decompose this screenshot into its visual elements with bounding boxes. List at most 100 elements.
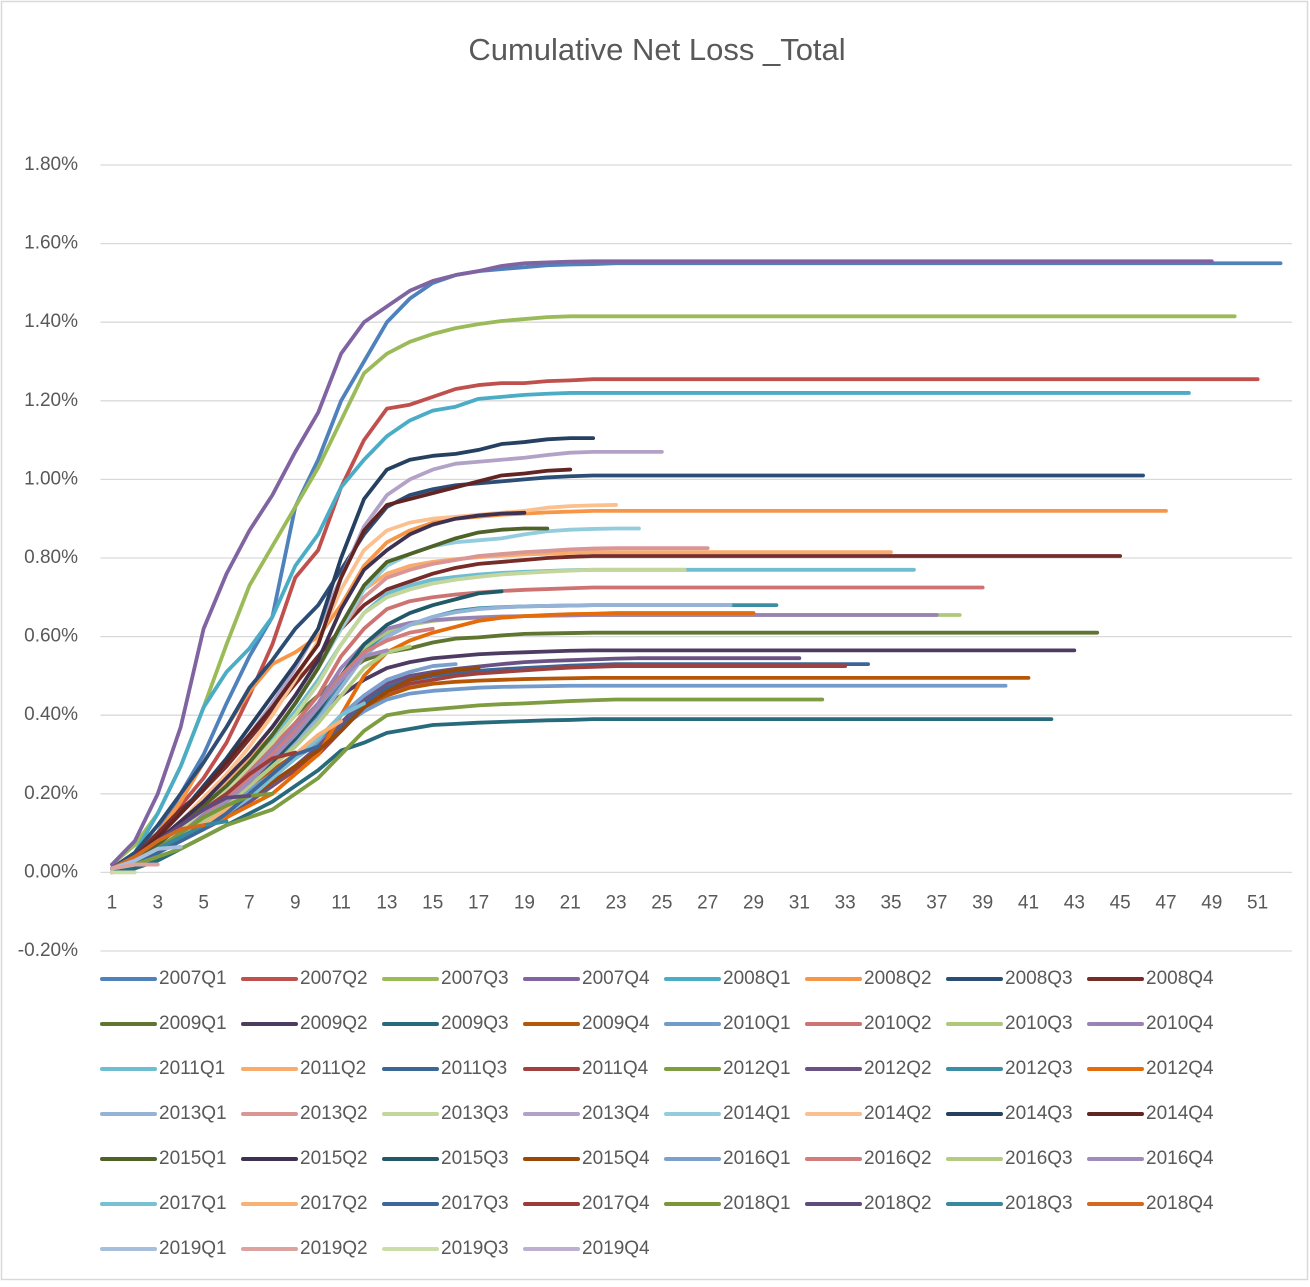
series-line	[110, 862, 160, 871]
legend: 2007Q1 2007Q2 2007Q3 2007Q4 2008Q1 2008Q2 2008…	[100, 968, 1214, 1259]
series-line	[110, 697, 825, 871]
series-line	[110, 503, 618, 871]
legend-label: 2007Q4	[582, 968, 650, 989]
x-tick-label: 35	[880, 892, 901, 913]
series-line	[110, 823, 206, 871]
legend-label: 2012Q1	[723, 1058, 791, 1079]
series-line	[110, 508, 1168, 871]
x-tick-label: 25	[651, 892, 672, 913]
legend-label: 2012Q4	[1146, 1058, 1214, 1079]
y-tick-label: 1.00%	[24, 468, 78, 489]
x-tick-label: 43	[1064, 892, 1085, 913]
series-line	[110, 675, 1031, 871]
x-tick-label: 51	[1247, 892, 1268, 913]
x-tick-label: 9	[290, 892, 301, 913]
series-line	[110, 473, 1145, 871]
x-tick-label: 19	[514, 892, 535, 913]
legend-label: 2019Q1	[159, 1238, 227, 1259]
y-tick-label: 0.60%	[24, 626, 78, 647]
legend-label: 2010Q2	[864, 1013, 932, 1034]
x-tick-label: 5	[198, 892, 209, 913]
x-tick-label: 13	[376, 892, 397, 913]
y-tick-label: 1.40%	[24, 311, 78, 332]
legend-label: 2016Q2	[864, 1148, 932, 1169]
legend-label: 2015Q3	[441, 1148, 509, 1169]
y-tick-label: 0.20%	[24, 783, 78, 804]
x-tick-label: 45	[1110, 892, 1131, 913]
series-lines	[110, 259, 1283, 875]
legend-label: 2011Q3	[441, 1058, 507, 1079]
series-line	[110, 314, 1237, 867]
series-line	[110, 844, 183, 871]
legend-label: 2017Q1	[159, 1193, 227, 1214]
x-tick-label: 11	[331, 892, 351, 913]
x-tick-label: 1	[107, 892, 118, 913]
legend-label: 2011Q4	[582, 1058, 649, 1079]
series-line	[110, 467, 573, 871]
legend-label: 2011Q1	[159, 1058, 225, 1079]
legend-label: 2015Q2	[300, 1148, 368, 1169]
legend-label: 2018Q1	[723, 1193, 791, 1214]
legend-label: 2010Q4	[1146, 1013, 1214, 1034]
legend-label: 2015Q4	[582, 1148, 650, 1169]
series-line	[110, 717, 1054, 875]
legend-label: 2013Q3	[441, 1103, 509, 1124]
legend-label: 2016Q4	[1146, 1148, 1214, 1169]
legend-label: 2013Q1	[159, 1103, 227, 1124]
y-tick-label: 0.00%	[24, 861, 78, 882]
y-tick-label: 0.80%	[24, 547, 78, 568]
legend-label: 2007Q1	[159, 968, 227, 989]
legend-label: 2019Q2	[300, 1238, 368, 1259]
y-tick-label: 1.60%	[24, 233, 78, 254]
legend-label: 2017Q2	[300, 1193, 368, 1214]
legend-label: 2012Q2	[864, 1058, 932, 1079]
legend-label: 2019Q3	[441, 1238, 509, 1259]
legend-label: 2009Q2	[300, 1013, 368, 1034]
legend-label: 2009Q3	[441, 1013, 509, 1034]
legend-label: 2008Q4	[1146, 968, 1214, 989]
x-tick-label: 17	[468, 892, 489, 913]
y-tick-label: -0.20%	[18, 940, 78, 961]
x-tick-label: 7	[244, 892, 255, 913]
legend-label: 2013Q4	[582, 1103, 650, 1124]
x-tick-label: 37	[926, 892, 947, 913]
x-tick-label: 3	[152, 892, 163, 913]
legend-label: 2011Q2	[300, 1058, 366, 1079]
legend-label: 2015Q1	[159, 1148, 227, 1169]
series-line	[110, 585, 985, 871]
legend-label: 2016Q1	[723, 1148, 791, 1169]
legend-label: 2008Q3	[1005, 968, 1073, 989]
legend-label: 2014Q4	[1146, 1103, 1214, 1124]
legend-label: 2009Q4	[582, 1013, 650, 1034]
legend-label: 2017Q4	[582, 1193, 650, 1214]
legend-label: 2009Q1	[159, 1013, 227, 1034]
legend-label: 2007Q3	[441, 968, 509, 989]
x-tick-label: 39	[972, 892, 993, 913]
x-tick-label: 29	[743, 892, 764, 913]
legend-label: 2012Q3	[1005, 1058, 1073, 1079]
y-tick-label: 1.80%	[24, 154, 78, 175]
series-line	[110, 391, 1191, 871]
x-tick-label: 49	[1201, 892, 1222, 913]
y-tick-label: 1.20%	[24, 390, 78, 411]
series-line	[110, 259, 1214, 867]
legend-label: 2018Q4	[1146, 1193, 1214, 1214]
series-line	[110, 510, 527, 871]
series-line	[110, 377, 1260, 871]
x-tick-label: 41	[1018, 892, 1039, 913]
chart-title: Cumulative Net Loss _Total	[468, 32, 845, 67]
legend-label: 2016Q3	[1005, 1148, 1073, 1169]
legend-label: 2017Q3	[441, 1193, 509, 1214]
legend-label: 2018Q3	[1005, 1193, 1073, 1214]
y-tick-label: 0.40%	[24, 704, 78, 725]
legend-label: 2014Q1	[723, 1103, 791, 1124]
series-line	[110, 261, 1283, 871]
x-tick-label: 33	[835, 892, 856, 913]
legend-label: 2019Q4	[582, 1238, 650, 1259]
legend-label: 2010Q3	[1005, 1013, 1073, 1034]
legend-label: 2014Q2	[864, 1103, 932, 1124]
legend-label: 2008Q1	[723, 968, 791, 989]
x-tick-label: 15	[422, 892, 443, 913]
